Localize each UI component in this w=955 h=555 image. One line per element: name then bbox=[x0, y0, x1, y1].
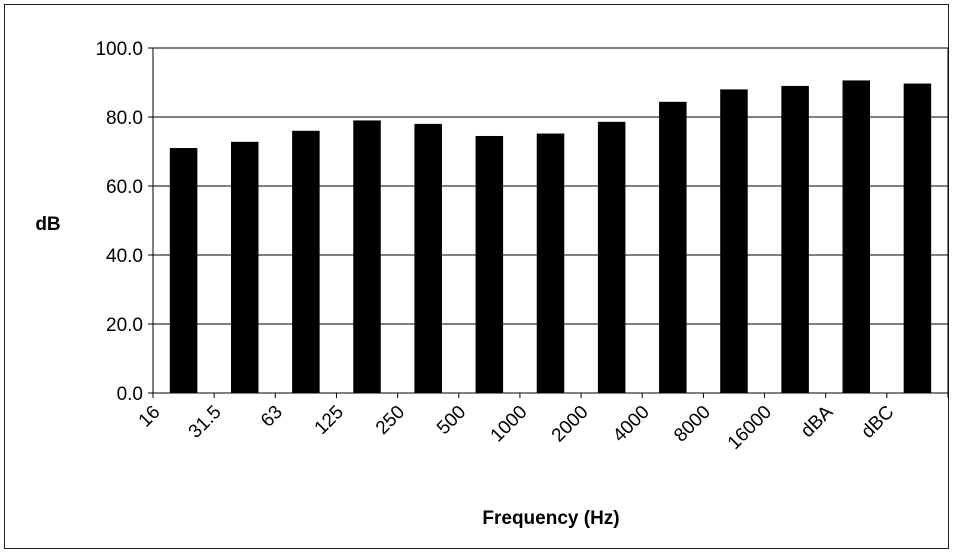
x-tick-label: 1000 bbox=[487, 402, 532, 447]
plot-area-border bbox=[152, 47, 949, 394]
bar-31.5 bbox=[230, 141, 259, 393]
y-axis-title: dB bbox=[35, 214, 60, 235]
y-tick-label: 80.0 bbox=[106, 108, 143, 129]
bar-dBA bbox=[842, 80, 871, 394]
bar-1000 bbox=[536, 133, 565, 393]
x-tick-label: 63 bbox=[257, 402, 287, 432]
x-tick-label: 125 bbox=[311, 402, 348, 439]
x-tick-label: 4000 bbox=[609, 402, 654, 447]
y-axis-ticks: 0.0 20.0 40.0 60.0 80.0 100.0 bbox=[95, 39, 153, 405]
x-tick-label: 16 bbox=[135, 402, 165, 432]
x-tick-label: dBA bbox=[797, 401, 837, 441]
y-tick-label: 20.0 bbox=[106, 315, 143, 336]
bar-63 bbox=[292, 130, 320, 394]
x-tick-label: 16000 bbox=[724, 402, 776, 454]
bars bbox=[169, 80, 932, 394]
y-tick-label: 0.0 bbox=[117, 384, 143, 405]
y-tick-label: 60.0 bbox=[106, 177, 143, 198]
bar-2000 bbox=[597, 121, 626, 393]
x-axis-title: Frequency (Hz) bbox=[482, 508, 619, 529]
bar-4000 bbox=[659, 101, 687, 393]
bar-500 bbox=[475, 135, 504, 393]
bar-16000 bbox=[781, 85, 809, 393]
x-tick-label: 8000 bbox=[670, 402, 715, 447]
x-tick-label: 500 bbox=[433, 402, 470, 439]
y-tick-label: 40.0 bbox=[106, 246, 143, 267]
bar-125 bbox=[353, 120, 381, 393]
bar-16 bbox=[169, 148, 198, 393]
x-tick-label: dBC bbox=[857, 402, 898, 443]
bar-250 bbox=[414, 123, 442, 394]
y-tick-label: 100.0 bbox=[95, 39, 143, 60]
x-axis-ticks: 16 31.5 63 125 250 500 1000 2000 4000 8000 16000 dB… bbox=[135, 393, 949, 454]
x-tick-label: 31.5 bbox=[185, 402, 226, 443]
x-tick-label: 250 bbox=[372, 402, 409, 439]
bar-8000 bbox=[720, 89, 748, 394]
bar-dBC bbox=[903, 83, 932, 393]
x-tick-label: 2000 bbox=[548, 402, 593, 447]
